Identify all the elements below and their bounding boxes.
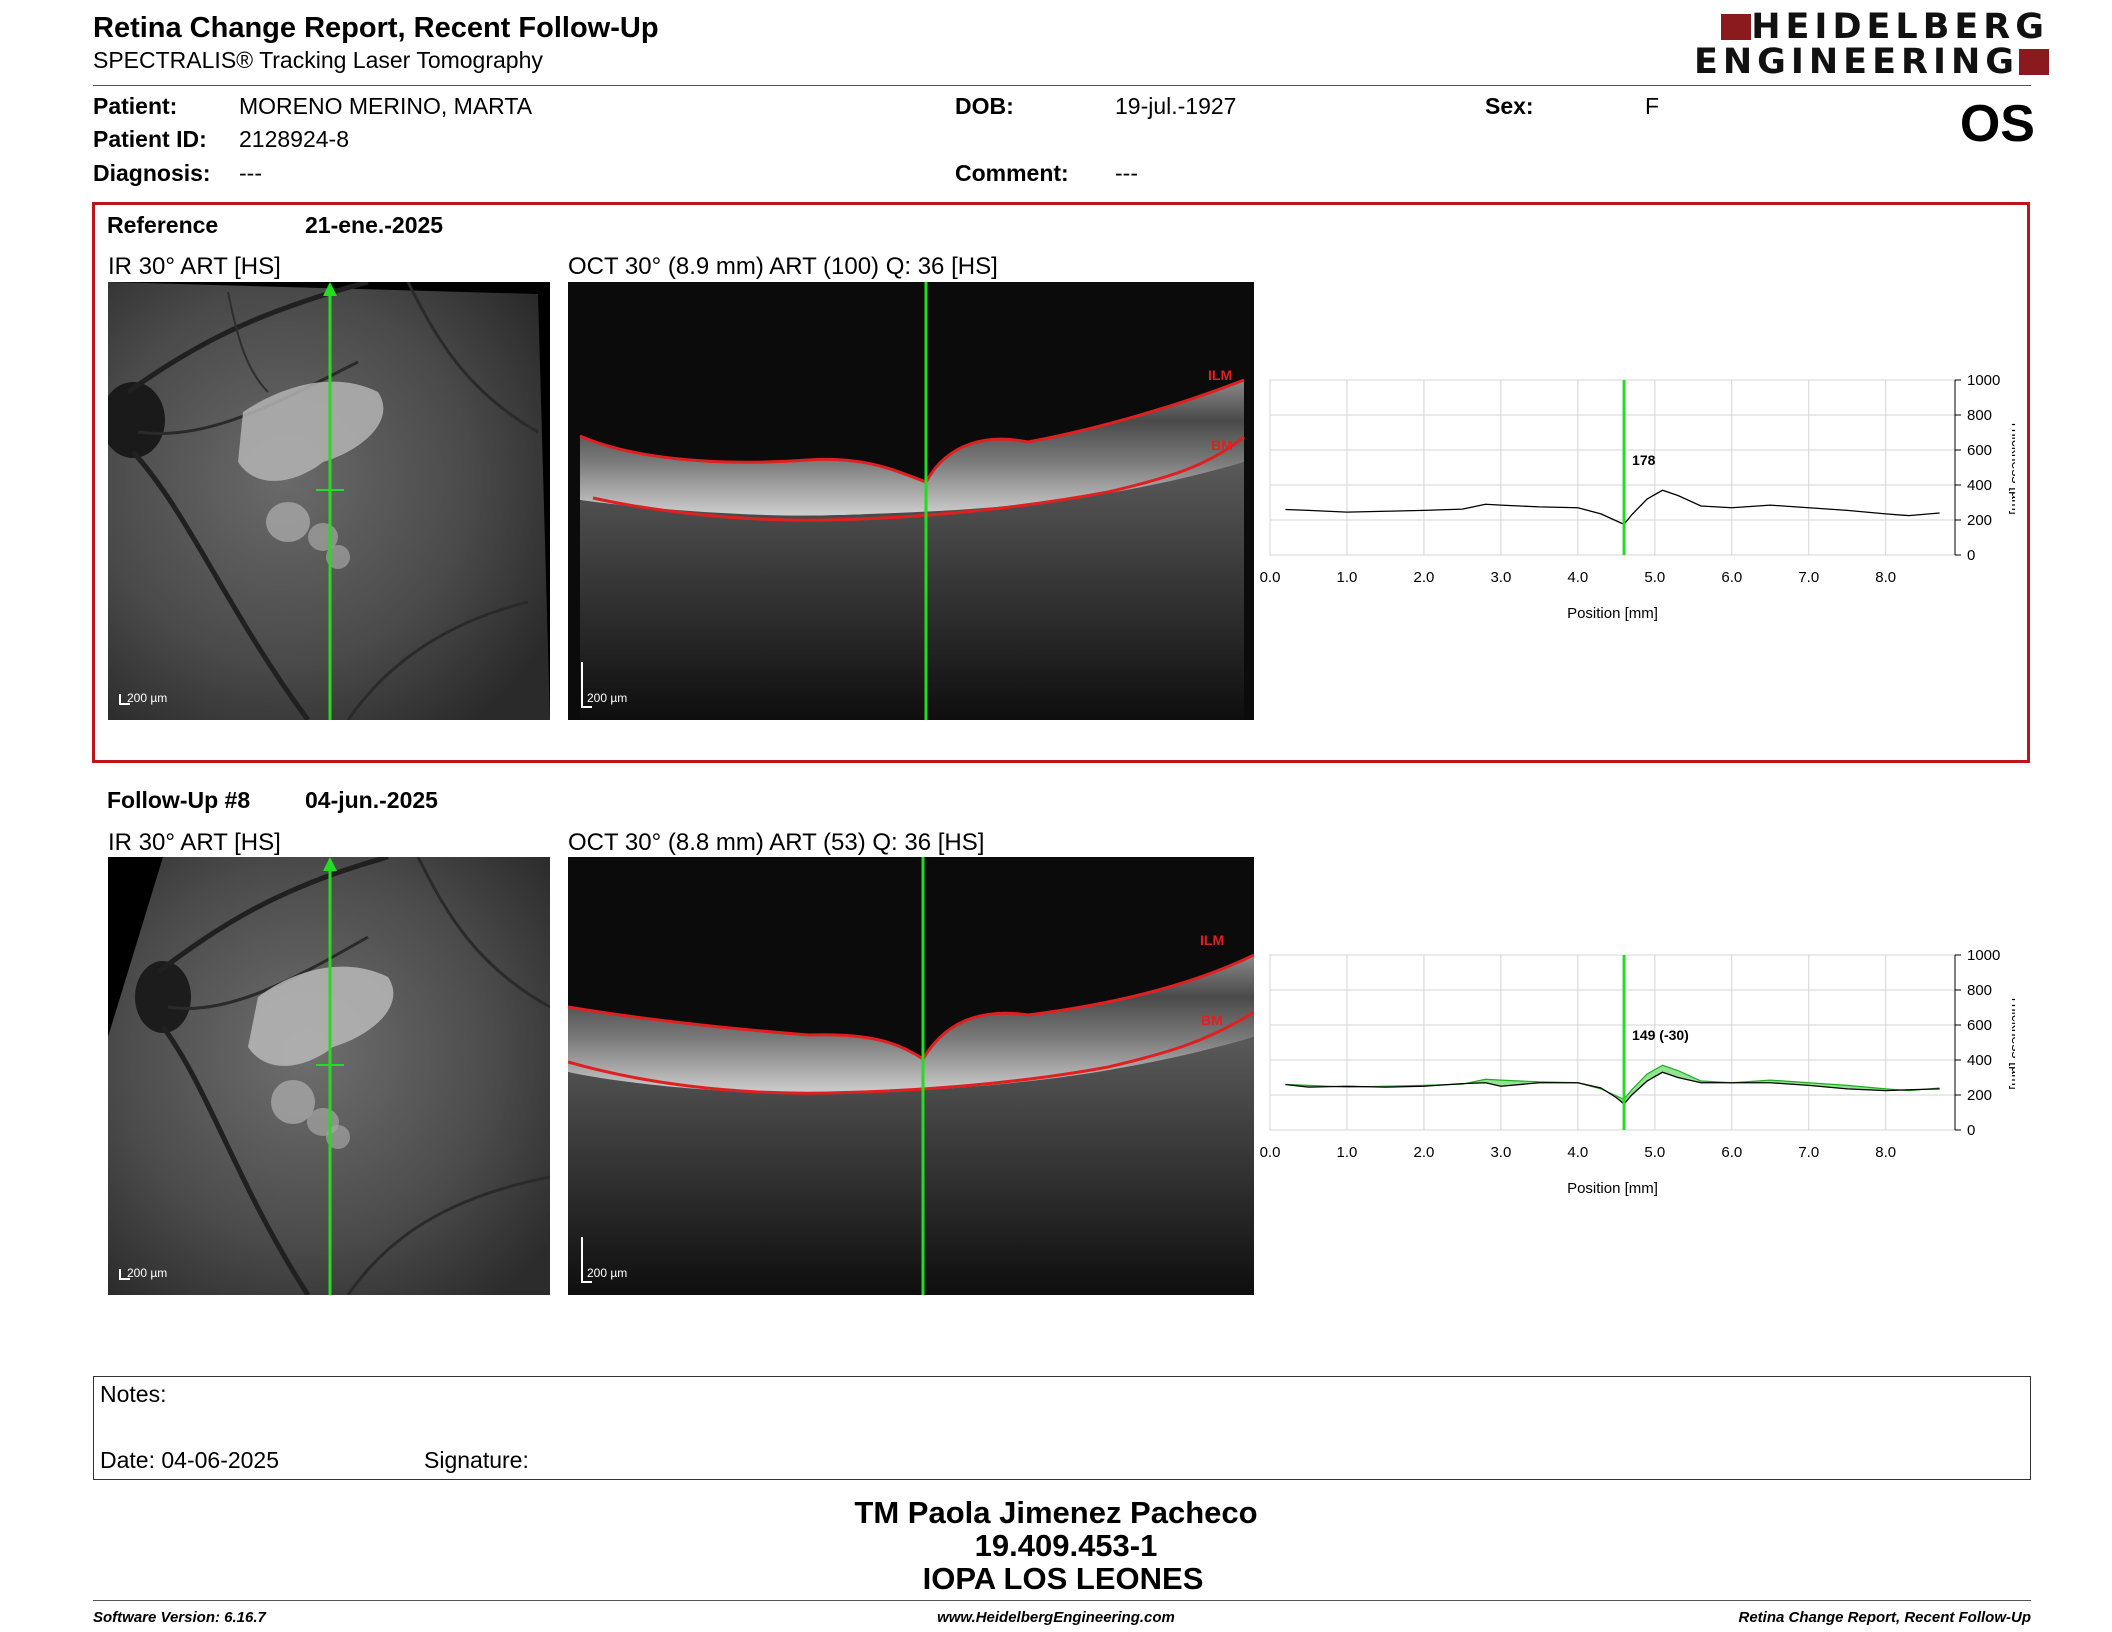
- x-tick-label: 8.0: [1875, 569, 1896, 586]
- y-tick-label: 0: [1967, 1122, 1975, 1139]
- y-tick-label: 0: [1967, 547, 1975, 564]
- sex-value: F: [1645, 93, 1660, 119]
- logo-text-2: ENGINEERING: [1693, 42, 2019, 82]
- x-tick-label: 4.0: [1567, 1144, 1588, 1161]
- followup-date: 04-jun.-2025: [305, 787, 438, 813]
- plot-area: [1269, 954, 1956, 1131]
- dob-label: DOB:: [955, 93, 1014, 119]
- x-tick-label: 2.0: [1414, 569, 1435, 586]
- patient-label: Patient:: [93, 93, 178, 119]
- header-divider: [93, 85, 2031, 86]
- x-tick-label: 5.0: [1644, 569, 1665, 586]
- x-tick-label: 0.0: [1260, 1144, 1281, 1161]
- report-subtitle: SPECTRALIS® Tracking Laser Tomography: [93, 47, 543, 73]
- y-tick-label: 200: [1967, 512, 1992, 529]
- reference-oct-scale: 200 µm: [587, 691, 628, 705]
- y-tick-label: 400: [1967, 477, 1992, 494]
- diagnosis-label: Diagnosis:: [93, 160, 211, 186]
- y-axis-label: Thickness [µm]: [2009, 420, 2015, 514]
- y-tick-label: 1000: [1967, 947, 2000, 964]
- x-tick-label: 0.0: [1260, 569, 1281, 586]
- signer-name: TM Paola Jimenez Pacheco: [854, 1495, 1258, 1530]
- x-tick-label: 6.0: [1721, 569, 1742, 586]
- chart-grid: [1269, 954, 1956, 1131]
- logo-line-2: ENGINEERING: [1693, 42, 2049, 82]
- patient-name: MORENO MERINO, MARTA: [239, 93, 533, 119]
- followup-ir-title: IR 30° ART [HS]: [108, 829, 281, 856]
- y-tick-label: 600: [1967, 442, 1992, 459]
- notes-label: Notes:: [100, 1381, 167, 1407]
- diagnosis-value: ---: [239, 160, 262, 186]
- signature-label: Signature:: [424, 1447, 529, 1473]
- comment-label: Comment:: [955, 160, 1069, 186]
- software-version: Software Version: 6.16.7: [93, 1609, 266, 1626]
- logo-text-1: HEIDELBERG: [1751, 7, 2049, 47]
- reference-ir-title: IR 30° ART [HS]: [108, 253, 281, 280]
- followup-oct-image[interactable]: ILM BM 200 µm: [568, 857, 1254, 1295]
- followup-oct-scale: 200 µm: [587, 1266, 628, 1280]
- x-axis-label: Position [mm]: [1567, 1180, 1658, 1197]
- cursor-value-label: 178: [1632, 452, 1656, 468]
- reference-oct-image[interactable]: ILM BM 200 µm: [568, 282, 1254, 720]
- followup-thickness-chart: 0.0 1.0 2.0 3.0 4.0 5.0 6.0 7.0 8.0 0 200 400 600 800…: [1260, 947, 2015, 1197]
- reference-label: Reference: [107, 212, 219, 238]
- date-label: Date: 04-06-2025: [100, 1447, 280, 1473]
- patient-id-label: Patient ID:: [93, 126, 207, 152]
- reference-box: [92, 202, 2030, 763]
- y-tick-label: 800: [1967, 407, 1992, 424]
- followup-ir-scale: 200 µm: [127, 1266, 168, 1280]
- reference-ir-image[interactable]: 200 µm: [108, 282, 550, 720]
- y-tick-label: 200: [1967, 1087, 1992, 1104]
- reference-bm-label: BM: [1211, 437, 1233, 453]
- x-tick-label: 3.0: [1490, 569, 1511, 586]
- cursor-value-label: 149 (-30): [1632, 1027, 1689, 1043]
- y-tick-label: 600: [1967, 1017, 1992, 1034]
- y-axis-label: Thickness [µm]: [2009, 995, 2015, 1089]
- eye-indicator: OS: [1959, 95, 2035, 153]
- notes-box[interactable]: Notes: Date: 04-06-2025 Signature:: [93, 1376, 2031, 1480]
- x-tick-label: 4.0: [1567, 569, 1588, 586]
- followup-bm-label: BM: [1201, 1012, 1223, 1028]
- x-tick-label: 3.0: [1490, 1144, 1511, 1161]
- x-tick-label: 6.0: [1721, 1144, 1742, 1161]
- reference-oct-title: OCT 30° (8.9 mm) ART (100) Q: 36 [HS]: [568, 253, 998, 280]
- x-tick-label: 8.0: [1875, 1144, 1896, 1161]
- signer-institution: IOPA LOS LEONES: [922, 1561, 1204, 1596]
- followup-label: Follow-Up #8: [107, 787, 251, 813]
- followup-ir-image[interactable]: 200 µm: [108, 857, 550, 1295]
- dob-value: 19-jul.-1927: [1115, 93, 1237, 119]
- reference-thickness-chart: 0.0 1.0 2.0 3.0 4.0 5.0 6.0 7.0 8.0 0 200 400 600 800…: [1260, 372, 2015, 622]
- y-tick-label: 800: [1967, 982, 1992, 999]
- y-tick-label: 1000: [1967, 372, 2000, 389]
- x-tick-label: 7.0: [1798, 569, 1819, 586]
- reference-ir-scale: 200 µm: [127, 691, 168, 705]
- website-link[interactable]: www.HeidelbergEngineering.com: [937, 1609, 1175, 1626]
- signer-rut: 19.409.453-1: [974, 1528, 1158, 1563]
- chart-grid: [1269, 379, 1956, 556]
- report-title: Retina Change Report, Recent Follow-Up: [93, 12, 659, 44]
- reference-date: 21-ene.-2025: [305, 212, 444, 238]
- plot-area: [1269, 379, 1956, 556]
- x-tick-label: 1.0: [1337, 1144, 1358, 1161]
- x-tick-label: 5.0: [1644, 1144, 1665, 1161]
- footer-divider: [93, 1600, 2031, 1601]
- thickness-difference-area: [1285, 1065, 1940, 1104]
- logo-block-icon: [2019, 49, 2049, 75]
- followup-ilm-label: ILM: [1200, 932, 1225, 948]
- x-tick-label: 2.0: [1414, 1144, 1435, 1161]
- logo-block-icon: [1721, 14, 1752, 40]
- patient-id: 2128924-8: [239, 126, 349, 152]
- x-axis-label: Position [mm]: [1567, 605, 1658, 622]
- followup-oct-title: OCT 30° (8.8 mm) ART (53) Q: 36 [HS]: [568, 829, 985, 856]
- reference-ilm-label: ILM: [1208, 367, 1233, 383]
- footer-report-name: Retina Change Report, Recent Follow-Up: [1738, 1609, 2031, 1626]
- logo-line-1: HEIDELBERG: [1721, 7, 2049, 47]
- x-tick-label: 1.0: [1337, 569, 1358, 586]
- comment-value: ---: [1115, 160, 1138, 186]
- sex-label: Sex:: [1485, 93, 1534, 119]
- x-tick-label: 7.0: [1798, 1144, 1819, 1161]
- y-tick-label: 400: [1967, 1052, 1992, 1069]
